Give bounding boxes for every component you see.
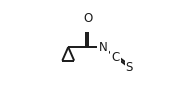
Text: S: S [125, 61, 133, 74]
Text: N: N [99, 41, 107, 54]
Text: C: C [112, 51, 120, 64]
Text: O: O [83, 12, 92, 26]
